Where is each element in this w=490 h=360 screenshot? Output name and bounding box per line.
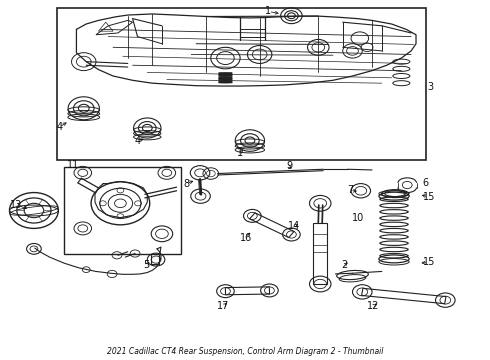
Text: 10: 10 [352, 213, 365, 222]
Text: 2: 2 [342, 260, 348, 270]
Text: 1: 1 [266, 6, 271, 17]
Text: 15: 15 [422, 192, 435, 202]
Text: 3: 3 [428, 82, 434, 92]
Bar [57, 8, 426, 160]
Text: 7: 7 [347, 185, 353, 195]
Bar [64, 167, 181, 253]
Text: 15: 15 [422, 257, 435, 267]
Text: 4: 4 [56, 122, 62, 132]
Text: 13: 13 [10, 200, 23, 210]
Text: 2021 Cadillac CT4 Rear Suspension, Control Arm Diagram 2 - Thumbnail: 2021 Cadillac CT4 Rear Suspension, Contr… [107, 347, 383, 356]
Text: 11: 11 [67, 160, 79, 170]
Text: 8: 8 [183, 179, 190, 189]
Bar [314, 223, 327, 284]
Text: 9: 9 [286, 161, 292, 171]
Text: 17: 17 [217, 301, 229, 311]
Text: 5: 5 [143, 260, 149, 270]
Text: 6: 6 [423, 178, 429, 188]
Text: 12: 12 [367, 301, 379, 311]
Text: 14: 14 [288, 221, 300, 231]
Text: 1: 1 [237, 148, 243, 158]
Text: 4: 4 [134, 136, 141, 146]
Text: 16: 16 [240, 233, 252, 243]
